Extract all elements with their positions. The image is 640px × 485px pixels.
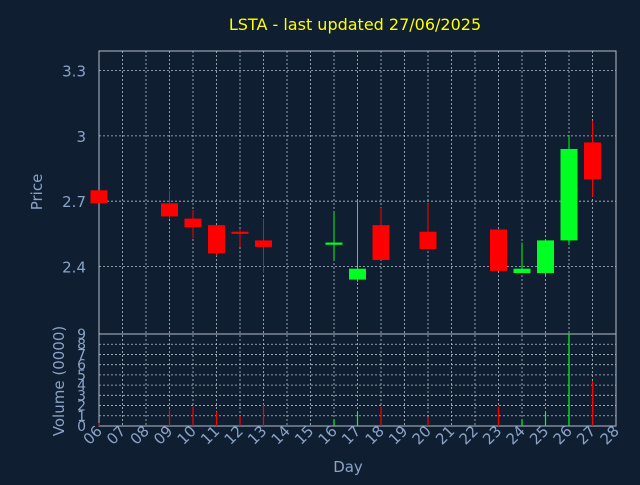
candle-body [560,148,578,241]
candle-body [325,242,343,245]
volume-axis-label: Volume (0000) [50,326,68,436]
volume-tick-label: 8 [77,337,86,353]
candle-body [90,190,108,204]
candle-body [208,225,225,254]
volume-tick-label: 9 [77,327,86,343]
candle-body [184,218,202,228]
price-axis-label: Price [28,174,46,211]
candle-body [231,231,249,234]
chart-title: LSTA - last updated 27/06/2025 [229,15,481,34]
candle-body [490,229,507,271]
volume-tick-label: 5 [77,368,86,384]
candle-body [513,268,531,274]
price-tick-label: 3 [76,128,86,146]
volume-tick-label: 0 [77,419,86,435]
volume-tick-label: 3 [77,388,86,404]
candle-body [537,240,554,274]
price-tick-label: 2.4 [62,259,86,277]
candle-body [349,268,366,280]
volume-tick-label: 1 [77,409,86,425]
price-tick-label: 3.3 [62,63,86,81]
volume-tick-label: 7 [77,347,86,363]
candle-body [161,203,178,217]
volume-tick-label: 2 [77,399,86,415]
price-tick-label: 2.7 [62,193,86,211]
x-axis-label: Day [333,458,363,476]
candle-body [372,225,390,260]
volume-tick-label: 4 [77,378,86,394]
volume-tick-label: 6 [77,358,86,374]
candle-body [584,142,601,180]
candle-body [419,231,437,250]
candle-body [255,240,272,247]
